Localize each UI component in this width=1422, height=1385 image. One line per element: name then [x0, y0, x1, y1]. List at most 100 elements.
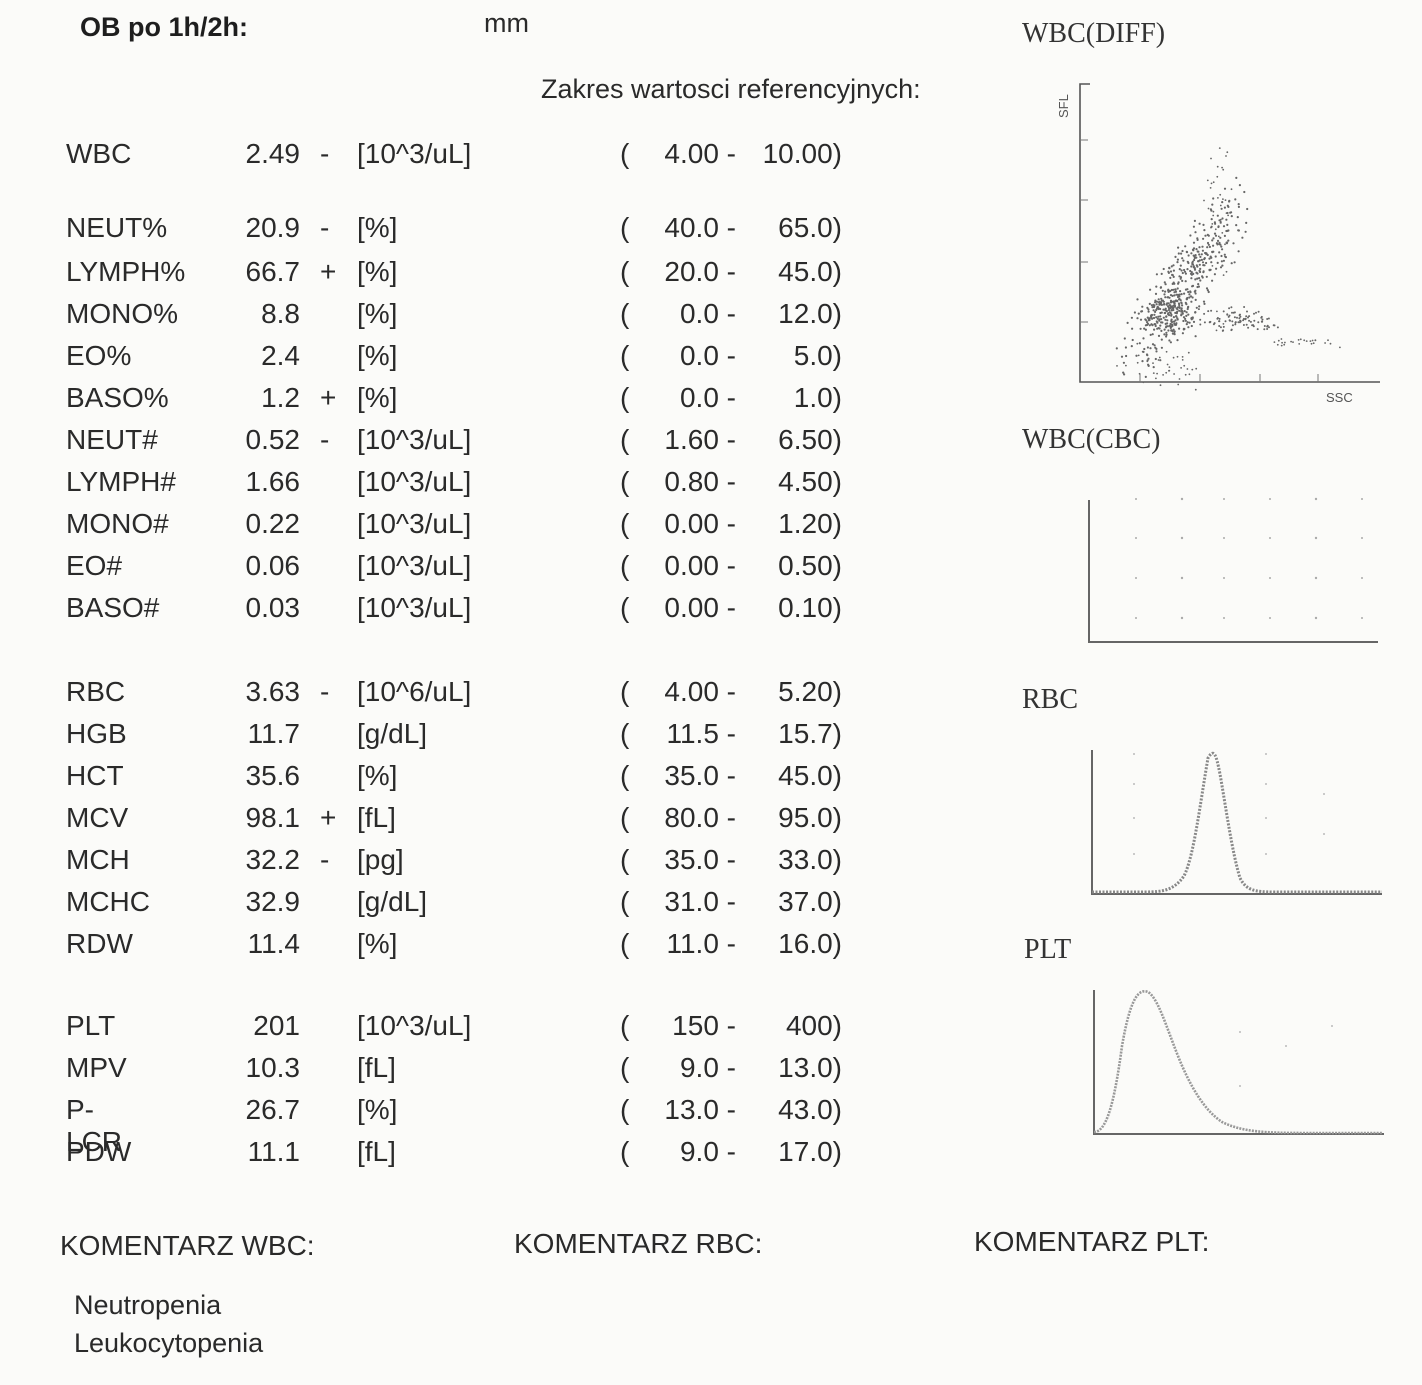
scatter-dot — [1218, 325, 1221, 327]
scatter-dot — [1172, 264, 1175, 267]
scatter-dot — [1242, 319, 1245, 322]
reference-high: 37.0) — [778, 886, 842, 917]
scatter-dot — [1153, 328, 1156, 331]
reference-high: 33.0) — [778, 844, 842, 875]
scatter-dot — [1198, 277, 1201, 280]
scatter-dot — [1153, 323, 1156, 326]
test-unit: [10^6/uL] — [357, 676, 472, 707]
scatter-dot — [1173, 330, 1176, 333]
scatter-dot — [1173, 332, 1176, 335]
scatter-dot — [1164, 309, 1167, 312]
scatter-dot — [1184, 317, 1187, 320]
scatter-dot — [1177, 298, 1181, 301]
scatter-dot — [1181, 359, 1184, 361]
scatter-dot — [1174, 255, 1177, 258]
scatter-dot — [1146, 323, 1149, 326]
scatter-dot — [1192, 249, 1195, 252]
scatter-dot — [1281, 341, 1283, 344]
scatter-dot — [1194, 335, 1197, 338]
reference-high: 4.50) — [778, 466, 842, 497]
scatter-dot — [1167, 305, 1170, 308]
scatter-dot — [1154, 299, 1157, 302]
scatter-dot — [1122, 361, 1125, 364]
scatter-dot — [1150, 304, 1153, 307]
scatter-dot — [1191, 285, 1194, 288]
scatter-dot — [1237, 250, 1240, 253]
test-value: 32.9 — [245, 886, 301, 917]
scatter-dot — [1155, 316, 1158, 319]
scatter-dot — [1181, 304, 1184, 307]
scatter-dot — [1206, 289, 1209, 292]
scatter-dot — [1202, 237, 1205, 240]
scatter-dot — [1243, 190, 1246, 194]
scatter-dot — [1211, 223, 1214, 225]
scatter-dot — [1167, 302, 1170, 305]
scatter-dot — [1186, 368, 1189, 370]
scatter-dot — [1122, 371, 1125, 374]
scatter-dot — [1166, 319, 1169, 322]
scatter-dot — [1156, 317, 1159, 320]
scatter-dot — [1149, 347, 1152, 350]
scatter-dot — [1309, 340, 1312, 342]
scatter-dot — [1339, 346, 1341, 349]
scatter-dot — [1169, 312, 1172, 315]
scatter-dot — [1203, 302, 1206, 305]
scatter-dot — [1239, 319, 1242, 322]
scatter-dot — [1208, 257, 1211, 260]
scatter-dot — [1172, 288, 1175, 291]
scatter-dot — [1216, 165, 1219, 168]
scatter-dot — [1170, 309, 1173, 312]
test-unit: [%] — [357, 760, 398, 791]
test-value: 8.8 — [261, 298, 300, 329]
scatter-dot — [1159, 359, 1162, 362]
test-name: BASO% — [66, 382, 169, 413]
test-name: HGB — [66, 718, 127, 749]
scatter-dot — [1219, 220, 1222, 223]
scatter-dot — [1170, 329, 1173, 332]
scatter-dot — [1227, 205, 1230, 208]
scatter-dot — [1159, 324, 1162, 327]
scatter-dot — [1216, 243, 1219, 246]
scatter-dot — [1219, 266, 1223, 269]
scatter-dot — [1171, 274, 1174, 277]
scatter-dot — [1169, 270, 1173, 273]
scatter-dot — [1184, 245, 1187, 248]
scatter-dot — [1241, 236, 1244, 239]
test-name: LYMPH# — [66, 466, 176, 497]
scatter-dot — [1297, 339, 1300, 341]
scatter-dot — [1157, 334, 1161, 337]
scatter-dot — [1276, 326, 1279, 329]
scatter-dot — [1163, 281, 1166, 284]
test-name: EO# — [66, 550, 123, 581]
scatter-dot — [1225, 229, 1228, 233]
scatter-dot — [1144, 375, 1147, 378]
scatter-dot — [1165, 333, 1168, 336]
scatter-dot — [1199, 270, 1202, 274]
scatter-dot — [1225, 155, 1227, 157]
scatter-dot — [1141, 360, 1144, 363]
scatter-dot — [1219, 326, 1222, 329]
scatter-dot — [1160, 297, 1163, 300]
scatter-dot — [1180, 302, 1183, 305]
reference-high: 400) — [785, 1010, 842, 1041]
scatter-dot — [1224, 320, 1227, 323]
scatter-dot — [1225, 242, 1228, 245]
scatter-dot — [1123, 373, 1126, 376]
scatter-dot — [1190, 324, 1193, 328]
test-name: P-LCR — [66, 1094, 123, 1157]
scatter-dot — [1185, 251, 1189, 254]
scatter-dot — [1217, 225, 1220, 228]
scatter-dot — [1164, 322, 1167, 325]
test-unit: [10^3/uL] — [357, 466, 472, 497]
scatter-dot — [1217, 197, 1219, 199]
scatter-dot — [1185, 303, 1188, 306]
scatter-dot — [1176, 261, 1179, 264]
test-unit: [%] — [357, 340, 398, 371]
scatter-dot — [1222, 323, 1225, 325]
scatter-dot — [1230, 306, 1233, 309]
scatter-dot — [1204, 234, 1207, 237]
scatter-dot — [1163, 302, 1166, 306]
scatter-dot — [1217, 235, 1220, 238]
scatter-dot — [1247, 316, 1249, 319]
scatter-dot — [1168, 339, 1171, 342]
